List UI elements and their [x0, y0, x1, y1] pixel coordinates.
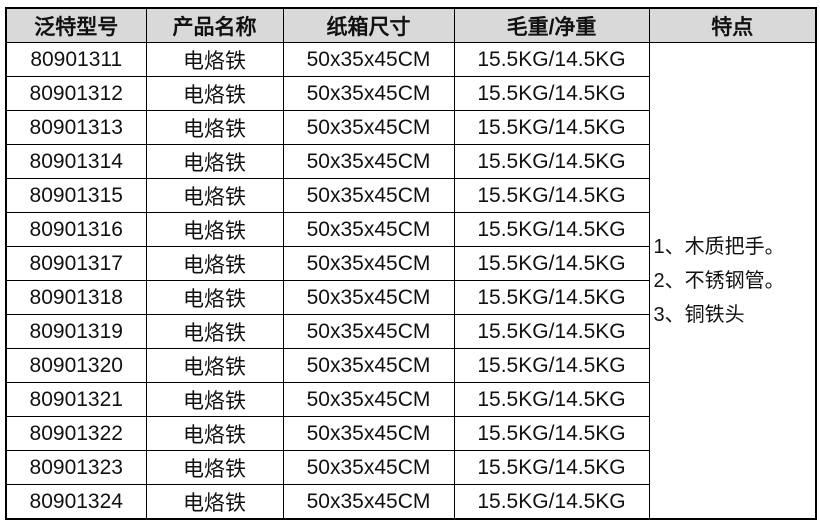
- table-row: 80901318 电烙铁 50x35x45CM 15.5KG/14.5KG: [5, 280, 816, 315]
- model-cell: 80901324: [5, 484, 147, 520]
- header-carton-size: 纸箱尺寸: [282, 7, 455, 43]
- model-cell: 80901316: [5, 212, 147, 247]
- header-features: 特点: [648, 7, 817, 43]
- product-name-cell: 电烙铁: [145, 178, 284, 213]
- table-row: 80901319 电烙铁 50x35x45CM 15.5KG/14.5KG: [5, 314, 816, 349]
- model-cell: 80901312: [5, 76, 147, 111]
- carton-size-cell: 50x35x45CM: [282, 484, 455, 520]
- carton-size-cell: 50x35x45CM: [282, 416, 455, 451]
- weight-cell: 15.5KG/14.5KG: [453, 246, 650, 281]
- table-row: 80901316 电烙铁 50x35x45CM 15.5KG/14.5KG: [5, 212, 816, 247]
- feature-item: 1、木质把手。: [653, 235, 785, 258]
- carton-size-cell: 50x35x45CM: [282, 246, 455, 281]
- carton-size-cell: 50x35x45CM: [282, 314, 455, 349]
- carton-size-cell: 50x35x45CM: [282, 110, 455, 145]
- model-cell: 80901320: [5, 348, 147, 383]
- carton-size-cell: 50x35x45CM: [282, 348, 455, 383]
- product-name-cell: 电烙铁: [145, 348, 284, 383]
- model-cell: 80901314: [5, 144, 147, 179]
- product-name-cell: 电烙铁: [145, 110, 284, 145]
- carton-size-cell: 50x35x45CM: [282, 178, 455, 213]
- product-table: 泛特型号 产品名称 纸箱尺寸 毛重/净重 特点 80901311 电烙铁 50x35…: [5, 7, 817, 520]
- weight-cell: 15.5KG/14.5KG: [453, 382, 650, 417]
- model-cell: 80901318: [5, 280, 147, 315]
- carton-size-cell: 50x35x45CM: [282, 450, 455, 485]
- product-name-cell: 电烙铁: [145, 314, 284, 349]
- carton-size-cell: 50x35x45CM: [282, 280, 455, 315]
- model-cell: 80901317: [5, 246, 147, 281]
- table-row: 80901313 电烙铁 50x35x45CM 15.5KG/14.5KG: [5, 110, 816, 145]
- model-cell: 80901319: [5, 314, 147, 349]
- product-name-cell: 电烙铁: [145, 144, 284, 179]
- model-cell: 80901323: [5, 450, 147, 485]
- table-row: 80901314 电烙铁 50x35x45CM 15.5KG/14.5KG: [5, 144, 816, 179]
- weight-cell: 15.5KG/14.5KG: [453, 144, 650, 179]
- product-name-cell: 电烙铁: [145, 416, 284, 451]
- table-row: 80901311 电烙铁 50x35x45CM 15.5KG/14.5KG 1、木质把手…: [5, 42, 817, 520]
- weight-cell: 15.5KG/14.5KG: [453, 314, 650, 349]
- weight-cell: 15.5KG/14.5KG: [453, 348, 650, 383]
- weight-cell: 15.5KG/14.5KG: [453, 450, 650, 485]
- product-name-cell: 电烙铁: [145, 212, 284, 247]
- product-name-cell: 电烙铁: [145, 450, 284, 485]
- header-model: 泛特型号: [5, 7, 147, 43]
- product-name-cell: 电烙铁: [145, 280, 284, 315]
- weight-cell: 15.5KG/14.5KG: [453, 42, 650, 77]
- table-row: 80901315 电烙铁 50x35x45CM 15.5KG/14.5KG: [5, 178, 816, 213]
- header-product-name: 产品名称: [145, 7, 284, 43]
- weight-cell: 15.5KG/14.5KG: [453, 484, 650, 520]
- features-cell: 1、木质把手。 2、不锈钢管。 3、铜铁头: [648, 42, 817, 520]
- weight-cell: 15.5KG/14.5KG: [453, 280, 650, 315]
- product-name-cell: 电烙铁: [145, 246, 284, 281]
- model-cell: 80901315: [5, 178, 147, 213]
- model-cell: 80901313: [5, 110, 147, 145]
- weight-cell: 15.5KG/14.5KG: [453, 76, 650, 111]
- model-cell: 80901321: [5, 382, 147, 417]
- product-name-cell: 电烙铁: [145, 382, 284, 417]
- carton-size-cell: 50x35x45CM: [282, 76, 455, 111]
- feature-item: 2、不锈钢管。: [653, 269, 785, 292]
- table-row: 80901323 电烙铁 50x35x45CM 15.5KG/14.5KG: [5, 450, 816, 485]
- carton-size-cell: 50x35x45CM: [282, 382, 455, 417]
- feature-item: 3、铜铁头: [653, 303, 745, 326]
- product-name-cell: 电烙铁: [145, 76, 284, 111]
- product-name-cell: 电烙铁: [145, 42, 284, 77]
- weight-cell: 15.5KG/14.5KG: [453, 110, 650, 145]
- carton-size-cell: 50x35x45CM: [282, 212, 455, 247]
- table-row: 80901324 电烙铁 50x35x45CM 15.5KG/14.5KG: [5, 484, 816, 520]
- model-cell: 80901322: [5, 416, 147, 451]
- header-row: 泛特型号 产品名称 纸箱尺寸 毛重/净重 特点: [5, 7, 817, 43]
- model-cell: 80901311: [5, 42, 147, 77]
- product-name-cell: 电烙铁: [145, 484, 284, 520]
- table-row: 80901317 电烙铁 50x35x45CM 15.5KG/14.5KG: [5, 246, 816, 281]
- weight-cell: 15.5KG/14.5KG: [453, 178, 650, 213]
- weight-cell: 15.5KG/14.5KG: [453, 416, 650, 451]
- carton-size-cell: 50x35x45CM: [282, 144, 455, 179]
- table-row: 80901322 电烙铁 50x35x45CM 15.5KG/14.5KG: [5, 416, 816, 451]
- carton-size-cell: 50x35x45CM: [282, 42, 455, 77]
- header-weight: 毛重/净重: [453, 7, 650, 43]
- weight-cell: 15.5KG/14.5KG: [453, 212, 650, 247]
- table-row: 80901312 电烙铁 50x35x45CM 15.5KG/14.5KG: [5, 76, 816, 111]
